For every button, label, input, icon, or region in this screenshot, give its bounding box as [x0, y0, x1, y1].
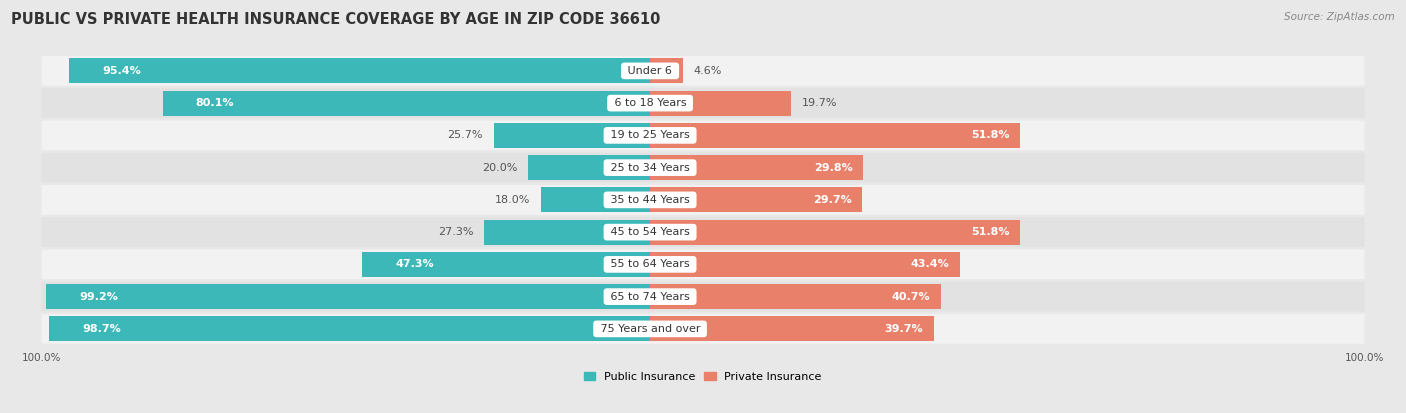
Text: 55 to 64 Years: 55 to 64 Years: [607, 259, 693, 269]
Bar: [650, 188, 862, 212]
Bar: [163, 90, 650, 116]
Bar: [540, 188, 650, 212]
Bar: [650, 58, 683, 83]
Text: 98.7%: 98.7%: [83, 324, 121, 334]
Bar: [46, 284, 650, 309]
Text: 40.7%: 40.7%: [891, 292, 931, 301]
Bar: [650, 90, 790, 116]
Text: 51.8%: 51.8%: [972, 131, 1010, 140]
FancyBboxPatch shape: [41, 185, 1365, 215]
Text: 20.0%: 20.0%: [482, 163, 517, 173]
Bar: [650, 155, 863, 180]
Text: 27.3%: 27.3%: [437, 227, 474, 237]
Text: 80.1%: 80.1%: [195, 98, 235, 108]
FancyBboxPatch shape: [41, 282, 1365, 311]
Text: Source: ZipAtlas.com: Source: ZipAtlas.com: [1284, 12, 1395, 22]
Text: 18.0%: 18.0%: [495, 195, 530, 205]
Text: 45 to 54 Years: 45 to 54 Years: [607, 227, 693, 237]
FancyBboxPatch shape: [41, 56, 1365, 86]
Text: 19.7%: 19.7%: [801, 98, 837, 108]
Text: 95.4%: 95.4%: [103, 66, 141, 76]
Text: 35 to 44 Years: 35 to 44 Years: [607, 195, 693, 205]
Text: 47.3%: 47.3%: [395, 259, 434, 269]
Bar: [650, 252, 960, 277]
Bar: [484, 220, 650, 245]
Bar: [49, 316, 650, 342]
FancyBboxPatch shape: [41, 88, 1365, 118]
Bar: [363, 252, 650, 277]
Text: Under 6: Under 6: [624, 66, 676, 76]
Text: 51.8%: 51.8%: [972, 227, 1010, 237]
Bar: [529, 155, 650, 180]
FancyBboxPatch shape: [41, 217, 1365, 247]
Bar: [650, 316, 934, 342]
FancyBboxPatch shape: [41, 314, 1365, 344]
Text: 29.7%: 29.7%: [813, 195, 852, 205]
Text: 75 Years and over: 75 Years and over: [596, 324, 703, 334]
Text: 4.6%: 4.6%: [693, 66, 721, 76]
Bar: [494, 123, 650, 148]
Legend: Public Insurance, Private Insurance: Public Insurance, Private Insurance: [579, 367, 827, 386]
Text: 6 to 18 Years: 6 to 18 Years: [610, 98, 689, 108]
Text: 25 to 34 Years: 25 to 34 Years: [607, 163, 693, 173]
Text: 19 to 25 Years: 19 to 25 Years: [607, 131, 693, 140]
Text: 25.7%: 25.7%: [447, 131, 484, 140]
Text: 39.7%: 39.7%: [884, 324, 924, 334]
FancyBboxPatch shape: [41, 249, 1365, 279]
Bar: [650, 284, 941, 309]
Bar: [650, 220, 1021, 245]
Text: 65 to 74 Years: 65 to 74 Years: [607, 292, 693, 301]
Text: 43.4%: 43.4%: [911, 259, 949, 269]
FancyBboxPatch shape: [41, 153, 1365, 183]
Bar: [69, 58, 650, 83]
Bar: [650, 123, 1021, 148]
Text: 29.8%: 29.8%: [814, 163, 852, 173]
Text: 99.2%: 99.2%: [79, 292, 118, 301]
Text: PUBLIC VS PRIVATE HEALTH INSURANCE COVERAGE BY AGE IN ZIP CODE 36610: PUBLIC VS PRIVATE HEALTH INSURANCE COVER…: [11, 12, 661, 27]
FancyBboxPatch shape: [41, 121, 1365, 150]
